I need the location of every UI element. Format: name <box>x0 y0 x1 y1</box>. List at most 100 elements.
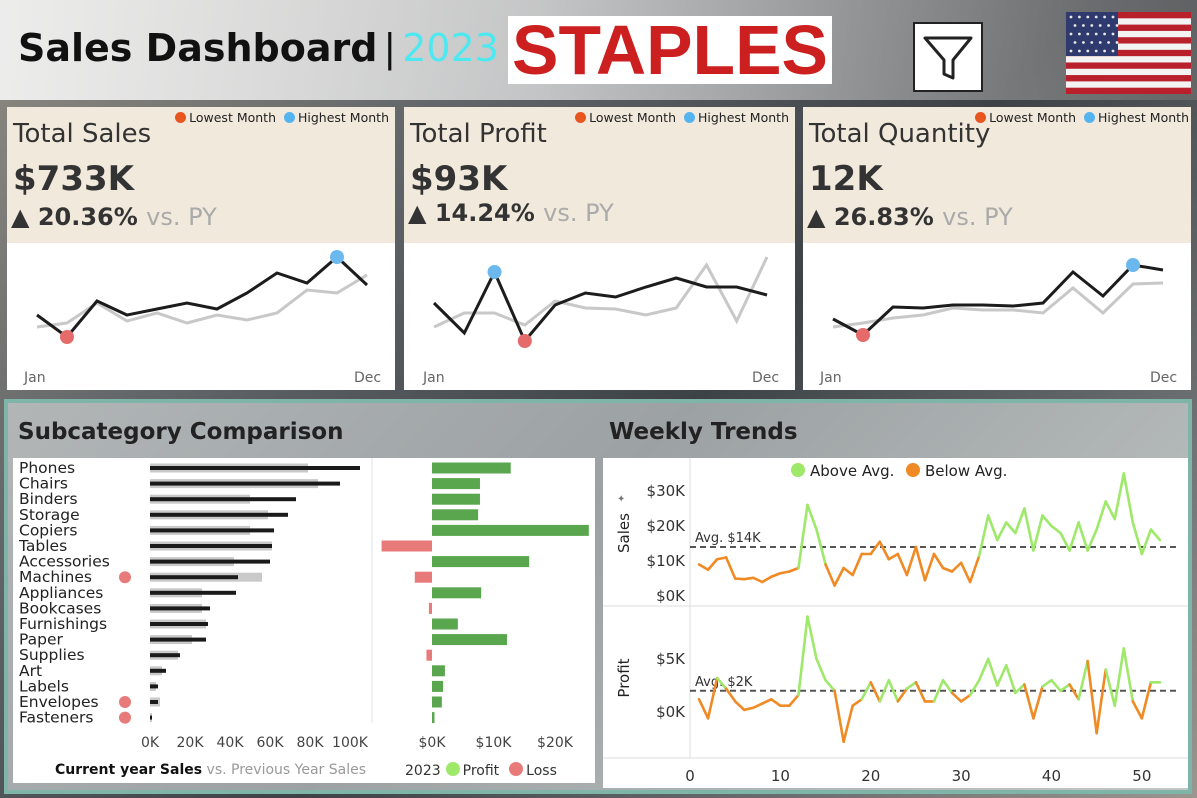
flag-stripe <box>1066 43 1191 51</box>
flag-star <box>1098 24 1102 27</box>
flag-stripe <box>1066 68 1191 76</box>
subcategory-panel: Phones Chairs Binders Storage Copiers Tables A… <box>13 458 595 783</box>
current-year-line <box>432 268 768 344</box>
flag-star <box>1107 24 1110 27</box>
pin-icon: ✦ <box>617 494 625 505</box>
current-year-bar <box>150 497 296 502</box>
profit-line-segment <box>869 681 882 703</box>
sales-line-segment <box>941 566 954 573</box>
kpi-value: $93K <box>410 159 508 199</box>
profit-line-segment <box>1023 683 1035 720</box>
sales-line-segment <box>815 528 827 566</box>
sales-line-segment <box>742 576 755 581</box>
profit-tick: $10K <box>476 735 513 751</box>
flag-stripe <box>1066 81 1191 88</box>
flag-stripe <box>1066 62 1191 70</box>
title-separator: | <box>383 26 397 70</box>
week-tick: 50 <box>1132 767 1151 785</box>
sales-line-segment <box>986 514 999 542</box>
profit-tick: $20K <box>537 735 574 751</box>
subcategory-label: Phones <box>19 459 75 477</box>
kpi-name: Total Sales <box>13 119 152 149</box>
sales-line-segment <box>1131 521 1144 556</box>
sales-tick: 80K <box>297 735 325 751</box>
profit-line-segment <box>724 687 737 703</box>
filter-button[interactable] <box>913 22 983 92</box>
profit-line-segment <box>697 697 710 720</box>
profit-line-segment <box>950 691 963 703</box>
flag-star <box>1103 32 1106 36</box>
profit-bar <box>432 665 445 677</box>
subcategory-caption: Current year Sales vs. Previous Year Sal… <box>55 762 366 778</box>
sales-tick: 60K <box>257 735 285 751</box>
flag-star <box>1094 49 1098 53</box>
profit-bar <box>426 649 432 661</box>
sales-line-segment <box>833 566 845 587</box>
current-year-bar <box>150 668 166 673</box>
profit-line-segment <box>833 689 845 743</box>
profit-line-segment <box>941 678 954 695</box>
profit-bar <box>432 618 458 630</box>
previous-year-line <box>36 273 368 329</box>
sales-line-segment <box>1014 507 1026 535</box>
sales-line-segment <box>1086 528 1098 552</box>
current-year-bar <box>150 653 180 658</box>
current-year-bar <box>150 622 208 626</box>
up-arrow-icon: ▲ <box>11 203 30 231</box>
subcategory-label: Tables <box>18 537 67 555</box>
sales-tick: 100K <box>332 735 369 751</box>
flag-star <box>1111 32 1115 36</box>
flag-star <box>1111 49 1115 53</box>
sales-sparkline <box>36 250 369 344</box>
profit-line-segment <box>742 706 755 712</box>
profit-line-segment <box>878 678 891 703</box>
us-flag-icon <box>1066 12 1191 95</box>
profit-line-segment <box>1014 683 1026 695</box>
flag-star <box>1090 24 1094 27</box>
kpi-legend: Lowest Month Highest Month <box>567 110 789 125</box>
current-year-bar <box>150 481 340 486</box>
flag-star <box>1078 49 1081 53</box>
profit-line-segment <box>932 678 945 703</box>
profit-bar <box>432 680 444 692</box>
sales-line-segment <box>896 552 909 577</box>
sales-line-segment <box>1032 514 1044 552</box>
week-tick: 30 <box>952 767 971 785</box>
sales-line-segment <box>806 503 818 531</box>
profit-line-segment <box>977 657 990 682</box>
subcategory-chart: PhonesChairsBindersStorageCopiersTablesA… <box>18 458 589 751</box>
profit-line-segment <box>760 697 773 705</box>
sales-line-segment <box>779 570 791 575</box>
sales-line-segment <box>977 514 990 558</box>
below-avg-dot <box>906 463 920 477</box>
lowest-month-marker <box>856 328 870 342</box>
profit-line-segment <box>1032 685 1044 720</box>
flag-stripe <box>1066 75 1191 82</box>
lowest-month-marker <box>60 330 74 344</box>
profit-line-segment <box>715 676 728 690</box>
page-title: Sales Dashboard | 2023 <box>18 26 499 70</box>
sales-avg-label: Avg. $14K <box>695 531 761 546</box>
sales-line-segment <box>1041 514 1053 528</box>
profit-line-segment <box>1077 659 1089 701</box>
highest-month-marker <box>487 265 502 279</box>
sales-line-segment <box>724 556 737 580</box>
flag-stripe <box>1066 18 1191 25</box>
subcategory-label: Art <box>19 662 42 680</box>
profit-line-segment <box>896 687 909 703</box>
up-arrow-icon: ▲ <box>408 199 427 227</box>
sales-line-segment <box>788 566 800 573</box>
subcategory-label: Accessories <box>19 553 110 571</box>
sales-line-segment <box>923 552 936 582</box>
axis-end: Dec <box>752 370 780 386</box>
profit-line-segment <box>706 676 719 720</box>
week-tick: 40 <box>1042 767 1061 785</box>
sales-line-segment <box>1104 500 1117 521</box>
flag-star <box>1069 15 1073 19</box>
current-year-bar <box>150 715 152 720</box>
kpi-legend: Lowest Month Highest Month <box>967 110 1189 125</box>
sales-line-segment <box>706 557 719 572</box>
flag-stripe <box>1066 87 1191 95</box>
profit-line-segment <box>1086 659 1098 735</box>
axis-start: Jan <box>24 370 46 386</box>
